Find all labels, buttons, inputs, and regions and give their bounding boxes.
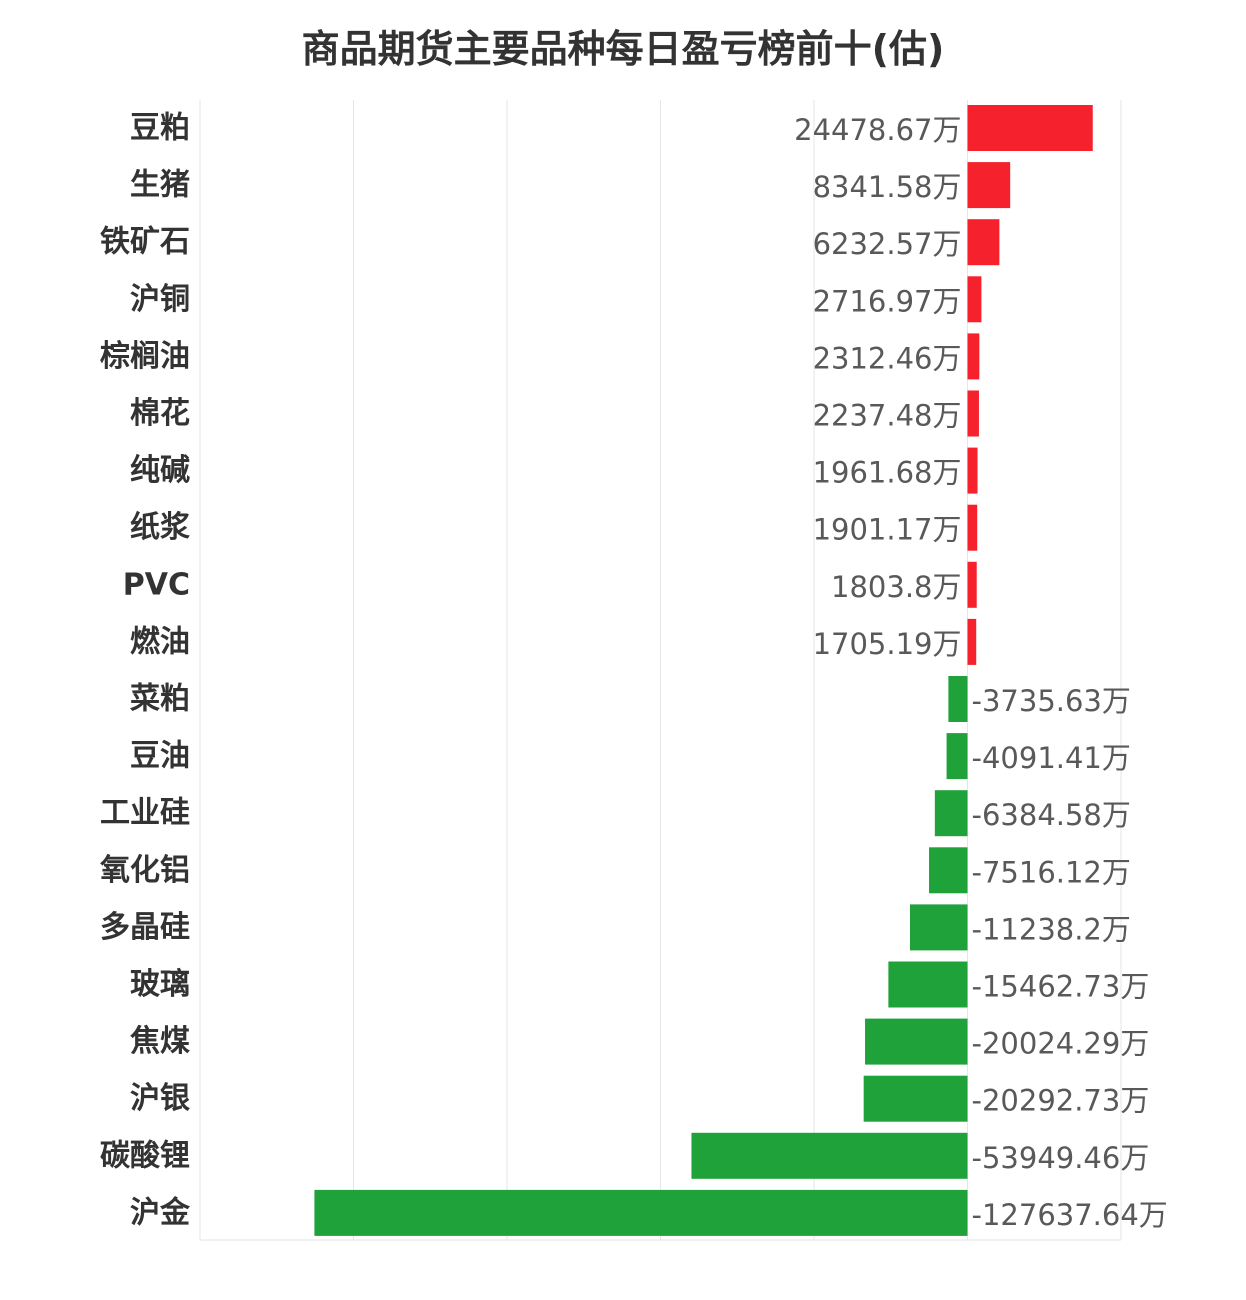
category-label: 玻璃 [130,967,190,1002]
bar-negative [946,733,968,780]
value-label: 1901.17万 [813,513,962,547]
category-label: 沪银 [130,1081,190,1116]
value-label: 6232.57万 [813,227,962,261]
category-label: 碳酸锂 [100,1138,190,1173]
category-label: 棕榈油 [100,339,190,374]
bar-positive [967,105,1093,151]
category-label: 纸浆 [130,510,190,545]
value-label: 1705.19万 [813,627,962,661]
bar-negative [691,1132,968,1179]
category-label: 燃油 [130,624,190,659]
bar-positive [967,561,977,608]
value-label: 1961.68万 [813,456,962,490]
value-label: -53949.46万 [972,1141,1150,1175]
bar-positive [967,276,982,323]
bar-positive [967,447,978,494]
value-label: 2237.48万 [813,399,962,433]
value-label: -6384.58万 [972,798,1131,832]
value-label: -15462.73万 [972,970,1150,1004]
value-label: -3735.63万 [972,684,1131,718]
category-label: 菜粕 [130,682,190,717]
value-label: -127637.64万 [972,1198,1168,1232]
bar-negative [865,1018,968,1065]
bar-negative [909,904,968,951]
category-label: 多晶硅 [100,910,190,945]
category-label: 沪铜 [130,282,190,317]
value-label: -20292.73万 [972,1084,1150,1118]
category-label: 氧化铝 [100,853,190,888]
category-label: 工业硅 [100,796,190,831]
bar-positive [967,219,1000,266]
value-label: 1803.8万 [831,570,961,604]
bar-positive [967,333,980,380]
value-label: -11238.2万 [972,912,1131,946]
category-label: 棉花 [130,396,190,431]
bar-negative [929,847,968,894]
bar-negative [934,790,968,837]
category-label: 豆油 [130,739,190,774]
category-label: 沪金 [130,1195,191,1230]
value-label: 24478.67万 [794,113,961,147]
category-label: 焦煤 [130,1024,190,1059]
bar-negative [888,961,968,1008]
category-label: 生猪 [130,168,190,203]
bar-negative [863,1075,968,1122]
category-label: PVC [123,567,190,602]
bar-negative [948,676,968,722]
bar-positive [967,618,977,665]
value-label: 8341.58万 [813,170,962,204]
value-label: -20024.29万 [972,1027,1150,1061]
category-label: 纯碱 [130,453,190,488]
category-label: 铁矿石 [100,225,190,260]
value-label: 2312.46万 [813,341,962,375]
value-label: -7516.12万 [972,855,1131,889]
value-label: 2716.97万 [813,284,962,318]
bar-negative [314,1189,968,1236]
chart-title: 商品期货主要品种每日盈亏榜前十(估) [301,27,945,71]
bar-positive [967,390,979,437]
category-label: 豆粕 [130,111,190,146]
bar-positive [967,162,1011,209]
value-label: -4091.41万 [972,741,1131,775]
bar-positive [967,504,978,551]
